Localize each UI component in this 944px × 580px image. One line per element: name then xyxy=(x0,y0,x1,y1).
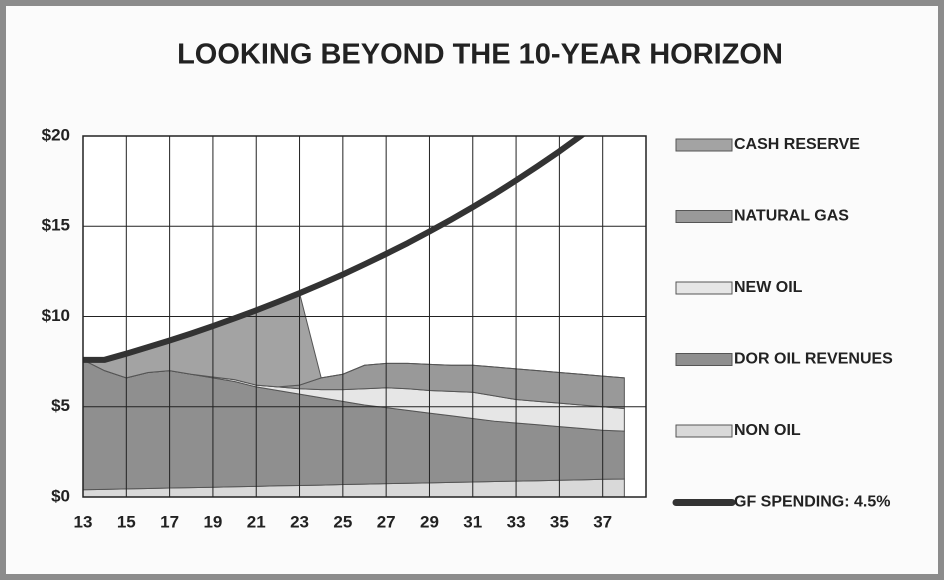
x-tick-label: 15 xyxy=(117,512,136,531)
x-tick-label: 33 xyxy=(507,512,526,531)
lines xyxy=(83,136,586,363)
legend-swatch xyxy=(675,138,733,152)
legend-label: NEW OIL xyxy=(734,279,803,296)
chart-title: LOOKING BEYOND THE 10-YEAR HORIZON xyxy=(177,39,783,71)
x-tick-label: 23 xyxy=(290,512,309,531)
x-tick-label: 17 xyxy=(160,512,179,531)
legend-label: CASH RESERVE xyxy=(734,136,860,153)
legend-swatch xyxy=(675,281,733,295)
x-tick-label: 27 xyxy=(377,512,396,531)
x-tick-label: 21 xyxy=(247,512,266,531)
x-tick-label: 19 xyxy=(203,512,222,531)
y-tick-label: $15 xyxy=(42,216,70,235)
legend-swatch xyxy=(675,210,733,223)
x-tick-label: 35 xyxy=(550,512,569,531)
y-tick-label: $5 xyxy=(51,396,70,415)
x-tick-label: 31 xyxy=(463,512,482,531)
x-tick-label: 25 xyxy=(333,512,352,531)
legend-label: DOR OIL REVENUES xyxy=(734,351,893,368)
line xyxy=(83,136,586,363)
x-tick-label: 29 xyxy=(420,512,439,531)
x-tick-label: 13 xyxy=(74,512,93,531)
legend-label: NON OIL xyxy=(734,422,801,439)
legend-label: GF SPENDING: 4.5% xyxy=(734,494,890,511)
x-tick-label: 37 xyxy=(593,512,612,531)
y-tick-label: $20 xyxy=(42,125,70,144)
y-tick-label: $0 xyxy=(51,486,70,505)
grid xyxy=(82,135,646,498)
legend-swatch xyxy=(675,353,733,366)
plot-border xyxy=(82,135,647,498)
legend-swatch xyxy=(675,424,733,438)
y-tick-label: $10 xyxy=(42,306,70,325)
legend-label: NATURAL GAS xyxy=(734,208,849,225)
